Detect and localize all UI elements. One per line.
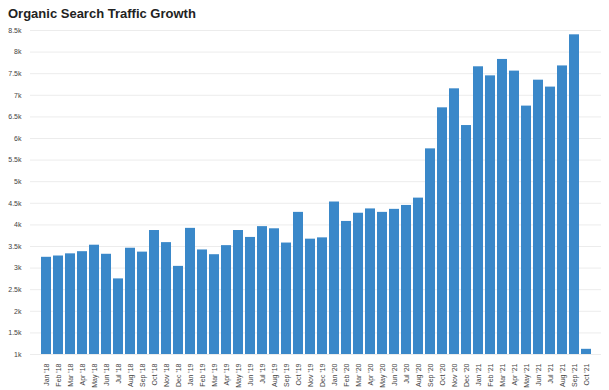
- svg-text:Oct '21: Oct '21: [583, 363, 590, 385]
- svg-text:Nov '18: Nov '18: [163, 363, 170, 387]
- svg-text:May '20: May '20: [379, 363, 387, 387]
- svg-text:Aug '20: Aug '20: [415, 363, 423, 387]
- svg-text:5k: 5k: [14, 178, 22, 185]
- svg-text:Jul '19: Jul '19: [259, 363, 266, 383]
- svg-text:Sep '21: Sep '21: [571, 363, 579, 387]
- svg-text:Apr '19: Apr '19: [223, 363, 231, 385]
- svg-text:Nov '19: Nov '19: [307, 363, 314, 387]
- svg-text:Apr '18: Apr '18: [79, 363, 87, 385]
- svg-text:Jul '20: Jul '20: [403, 363, 410, 383]
- svg-text:Feb '21: Feb '21: [487, 363, 494, 386]
- svg-text:5.5k: 5.5k: [8, 156, 22, 163]
- svg-text:Jun '20: Jun '20: [391, 363, 398, 385]
- svg-text:Feb '19: Feb '19: [199, 363, 206, 386]
- svg-text:Apr '20: Apr '20: [367, 363, 375, 385]
- svg-text:8.5k: 8.5k: [8, 27, 22, 34]
- svg-text:May '18: May '18: [91, 363, 99, 387]
- svg-text:Sep '18: Sep '18: [139, 363, 147, 387]
- svg-text:May '19: May '19: [235, 363, 243, 387]
- svg-text:Apr '21: Apr '21: [511, 363, 519, 385]
- svg-text:2.5k: 2.5k: [8, 286, 22, 293]
- svg-text:Jun '19: Jun '19: [247, 363, 254, 385]
- svg-text:Feb '20: Feb '20: [343, 363, 350, 386]
- svg-text:Dec '18: Dec '18: [175, 363, 182, 387]
- svg-text:Jan '21: Jan '21: [475, 363, 482, 385]
- svg-text:7k: 7k: [14, 92, 22, 99]
- svg-text:Aug '18: Aug '18: [127, 363, 135, 387]
- svg-text:Aug '19: Aug '19: [271, 363, 279, 387]
- html-text:Organic Search Traffic Growth: Organic Search Traffic Growth: [8, 6, 196, 21]
- svg-text:Jul '18: Jul '18: [115, 363, 122, 383]
- svg-text:Oct '18: Oct '18: [151, 363, 158, 385]
- svg-text:Jul '21: Jul '21: [547, 363, 554, 383]
- svg-text:6k: 6k: [14, 135, 22, 142]
- svg-text:Feb '18: Feb '18: [55, 363, 62, 386]
- svg-text:Jun '21: Jun '21: [535, 363, 542, 385]
- svg-text:3.5k: 3.5k: [8, 243, 22, 250]
- svg-text:Jan '20: Jan '20: [331, 363, 338, 385]
- svg-text:Mar '19: Mar '19: [211, 363, 218, 386]
- svg-text:Aug '21: Aug '21: [559, 363, 567, 387]
- svg-text:4.5k: 4.5k: [8, 200, 22, 207]
- svg-text:4k: 4k: [14, 221, 22, 228]
- svg-text:Dec '19: Dec '19: [319, 363, 326, 387]
- svg-text:Oct '19: Oct '19: [295, 363, 302, 385]
- svg-text:8k: 8k: [14, 48, 22, 55]
- svg-text:May '21: May '21: [523, 363, 531, 387]
- svg-text:Jan '19: Jan '19: [187, 363, 194, 385]
- svg-text:3k: 3k: [14, 264, 22, 271]
- svg-text:Mar '21: Mar '21: [499, 363, 506, 386]
- svg-text:1.5k: 1.5k: [8, 329, 22, 336]
- svg-text:Sep '20: Sep '20: [427, 363, 435, 387]
- svg-text:Jan '18: Jan '18: [43, 363, 50, 385]
- svg-text:2k: 2k: [14, 308, 22, 315]
- svg-text:Nov '20: Nov '20: [451, 363, 458, 387]
- svg-text:Mar '20: Mar '20: [355, 363, 362, 386]
- svg-text:1k: 1k: [14, 351, 22, 358]
- svg-text:Jun '18: Jun '18: [103, 363, 110, 385]
- svg-text:6.5k: 6.5k: [8, 113, 22, 120]
- svg-text:Sep '19: Sep '19: [283, 363, 291, 387]
- svg-text:Oct '20: Oct '20: [439, 363, 446, 385]
- svg-text:Dec '20: Dec '20: [463, 363, 470, 387]
- svg-text:Mar '18: Mar '18: [67, 363, 74, 386]
- svg-text:7.5k: 7.5k: [8, 70, 22, 77]
